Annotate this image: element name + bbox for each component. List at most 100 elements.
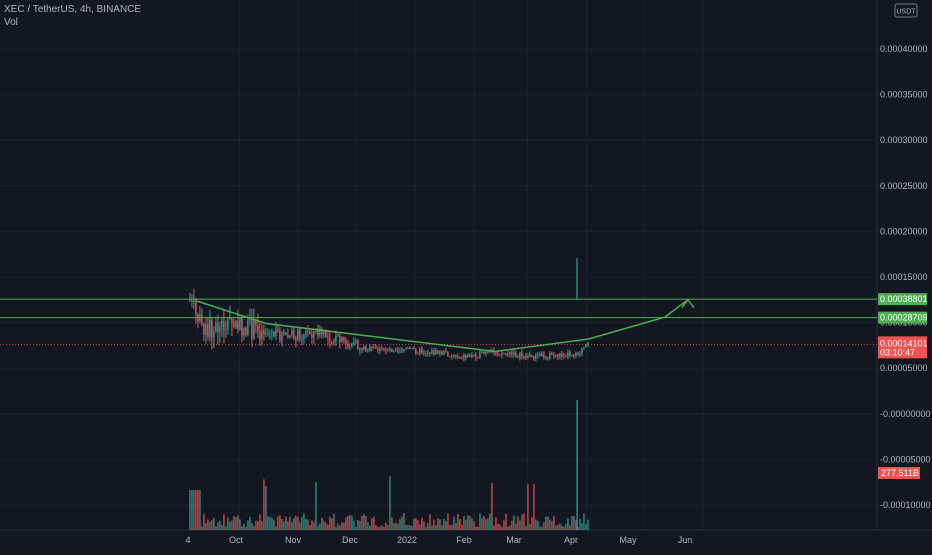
volume-bar: [435, 525, 437, 530]
volume-bar: [299, 522, 301, 530]
time-tick-label: 2022: [397, 535, 417, 545]
time-tick-label: Apr: [564, 535, 578, 545]
volume-bar: [317, 526, 319, 530]
candle-body: [263, 330, 265, 335]
volume-bar: [425, 526, 427, 530]
candle-body: [353, 342, 355, 346]
volume-bar: [563, 526, 565, 530]
candle-body: [371, 346, 373, 348]
volume-bar: [523, 513, 525, 530]
volume-bar: [403, 513, 405, 530]
candle-body: [327, 337, 329, 339]
candle-body: [373, 347, 375, 349]
candle-body: [479, 351, 481, 358]
volume-bar: [241, 526, 243, 530]
volume-bar: [219, 520, 221, 530]
volume-bar: [365, 515, 367, 530]
candle-body: [363, 346, 365, 350]
candle-body: [411, 348, 413, 349]
volume-bar: [531, 517, 533, 530]
volume-bar: [225, 526, 227, 530]
candle-body: [483, 352, 485, 355]
volume-bar: [395, 522, 397, 530]
candle-body: [357, 341, 359, 350]
volume-bar: [567, 518, 569, 530]
volume-bar: [405, 524, 407, 530]
candle-body: [341, 337, 343, 342]
candle-body: [195, 301, 197, 314]
candle-body: [507, 353, 509, 355]
candle-body: [361, 347, 363, 350]
candle-body: [243, 328, 245, 336]
candle-body: [517, 356, 519, 358]
level-badge: [878, 293, 927, 306]
volume-bar: [485, 519, 487, 530]
volume-bar: [519, 520, 521, 530]
candle-body: [369, 346, 371, 351]
current-price-label: 0.00014101: [880, 338, 928, 348]
level-badge-label: 0.00028709: [880, 313, 928, 323]
volume-bar: [297, 516, 299, 530]
candle-body: [345, 340, 347, 344]
volume-bar: [457, 513, 459, 530]
candle-body: [583, 347, 585, 349]
candles: [189, 288, 589, 530]
volume-bar: [461, 524, 463, 530]
candle-body: [189, 300, 191, 302]
candle-body: [551, 353, 553, 355]
price-tick-label: 0.00020000: [880, 226, 928, 236]
volume-bar: [409, 525, 411, 530]
candle-body: [573, 354, 575, 356]
candle-body: [535, 355, 537, 359]
candle-body: [421, 349, 423, 353]
volume-bar: [465, 519, 467, 530]
volume-bar: [557, 524, 559, 530]
volume-bar: [545, 516, 547, 530]
volume-bar: [201, 526, 203, 530]
time-tick-label: Jun: [678, 535, 693, 545]
volume-bar: [417, 520, 419, 530]
price-tick-label: 0.00025000: [880, 181, 928, 191]
volume-bar: [521, 514, 523, 530]
time-tick-label: Mar: [506, 535, 522, 545]
candle-body: [235, 320, 237, 327]
candle-body: [255, 320, 257, 326]
candle-body: [247, 319, 249, 335]
volume-bar: [549, 519, 551, 530]
candle-body: [215, 323, 217, 332]
volume-bar: [467, 515, 469, 530]
volume-bar: [301, 517, 303, 530]
volume-bar: [537, 521, 539, 530]
volume-bar: [489, 513, 491, 530]
candle-body: [223, 320, 225, 331]
level-badge: [878, 311, 927, 324]
candle-body: [267, 333, 269, 335]
candle-body: [509, 352, 511, 355]
candle-body: [567, 352, 569, 357]
volume-bar: [387, 525, 389, 530]
volume-bar: [385, 522, 387, 530]
volume-bar: [315, 482, 317, 530]
candle-body: [237, 320, 239, 331]
volume-bar: [565, 523, 567, 530]
volume-bar: [243, 523, 245, 530]
volume-bar: [503, 520, 505, 530]
candle-body: [393, 350, 395, 352]
candle-body: [293, 330, 295, 339]
candle-body: [453, 355, 455, 356]
candle-body: [477, 357, 479, 359]
volume-bar: [553, 515, 555, 530]
volume-bar: [229, 521, 231, 530]
symbol-header[interactable]: XEC / TetherUS, 4h, BINANCE: [4, 4, 142, 15]
candle-body: [403, 349, 405, 351]
volume-bar: [399, 519, 401, 530]
volume-bar: [245, 526, 247, 530]
candle-body: [539, 354, 541, 357]
candle-body: [537, 354, 539, 356]
candle-body: [305, 331, 307, 335]
price-tick-label: 0.00005000: [880, 363, 928, 373]
candle-body: [283, 332, 285, 335]
candle-body: [439, 351, 441, 354]
volume-bar: [327, 524, 329, 530]
